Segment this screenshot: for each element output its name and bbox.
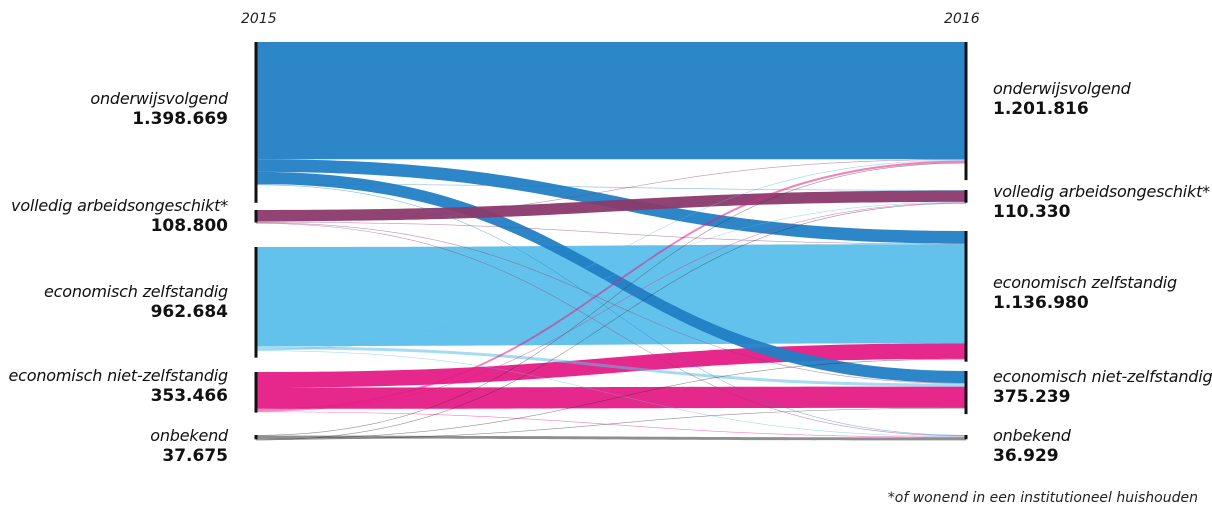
left-label-name: economisch zelfstandig	[44, 282, 228, 301]
left-node-bar	[254, 435, 258, 440]
left-label-value: 353.466	[150, 386, 228, 407]
flow-ribbon	[256, 350, 966, 437]
right-label-value: 1.201.816	[993, 99, 1089, 120]
flow-ribbon	[256, 183, 966, 191]
right-label-name: economisch niet-zelfstandig	[993, 367, 1212, 386]
flow-ribbon	[256, 201, 966, 351]
flow-ribbon	[256, 162, 966, 436]
right-label-name: economisch zelfstandig	[993, 273, 1177, 292]
left-node-bar	[254, 42, 258, 203]
flow-ribbon	[256, 159, 966, 222]
right-node-bar	[964, 435, 968, 440]
year-label-left: 2015	[241, 11, 277, 27]
left-label-onbekend: onbekend 37.675	[150, 426, 228, 467]
right-label-value: 375.239	[993, 387, 1071, 408]
flow-ribbon	[256, 386, 966, 409]
flow-ribbon	[256, 244, 966, 347]
flow-ribbon	[256, 184, 966, 436]
left-label-name: volledig arbeidsongeschikt*	[11, 196, 228, 215]
left-label-name: economisch niet-zelfstandig	[8, 366, 229, 385]
left-label-value: 37.675	[162, 446, 228, 467]
left-label-value: 1.398.669	[132, 109, 228, 130]
right-label-zelfstandig: economisch zelfstandig 1.136.980	[993, 273, 1177, 314]
right-label-name: onbekend	[993, 426, 1071, 445]
left-label-value: 962.684	[150, 302, 228, 323]
right-label-onbekend: onbekend 36.929	[993, 426, 1071, 467]
flow-ribbon	[256, 171, 966, 384]
left-label-name: onderwijsvolgend	[90, 89, 228, 108]
flow-ribbon	[256, 407, 966, 440]
right-label-value: 1.136.980	[993, 293, 1089, 314]
flow-ribbon	[256, 190, 966, 222]
right-label-value: 36.929	[993, 446, 1059, 467]
flow-layer	[256, 42, 966, 441]
year-label-right: 2016	[944, 11, 980, 27]
flow-ribbon	[256, 160, 966, 411]
flow-ribbon	[256, 203, 966, 441]
left-label-value: 108.800	[150, 216, 228, 237]
flow-ribbon	[256, 42, 966, 160]
flow-ribbon	[256, 346, 966, 387]
left-node-bar	[254, 247, 258, 358]
right-label-onderwijsvolgend: onderwijsvolgend 1.201.816	[993, 79, 1131, 120]
right-label-value: 110.330	[993, 202, 1071, 223]
bar-layer	[254, 42, 968, 440]
left-node-bar	[254, 372, 258, 413]
right-node-bar	[964, 231, 968, 362]
right-node-bar	[964, 42, 968, 181]
flow-ribbon	[256, 411, 966, 438]
flow-ribbon	[256, 159, 966, 350]
flow-ribbon	[256, 221, 966, 245]
flow-ribbon	[256, 222, 966, 384]
right-node-bar	[964, 190, 968, 203]
right-node-bar	[964, 371, 968, 415]
flow-ribbon	[256, 202, 966, 412]
left-label-niet-zelfstandig: economisch niet-zelfstandig 353.466	[8, 366, 229, 407]
right-label-niet-zelfstandig: economisch niet-zelfstandig 375.239	[993, 367, 1212, 408]
left-node-bar	[254, 210, 258, 223]
flow-ribbon	[256, 358, 966, 440]
left-label-onderwijsvolgend: onderwijsvolgend 1.398.669	[90, 89, 228, 130]
right-label-name: onderwijsvolgend	[993, 79, 1131, 98]
flow-ribbon	[256, 435, 966, 441]
left-label-name: onbekend	[150, 426, 228, 445]
left-label-arbeidsongeschikt: volledig arbeidsongeschikt* 108.800	[11, 196, 228, 237]
footnote: *of wonend in een institutioneel huishou…	[887, 490, 1198, 506]
left-label-zelfstandig: economisch zelfstandig 962.684	[44, 282, 228, 323]
right-label-name: volledig arbeidsongeschikt*	[993, 182, 1210, 201]
right-label-arbeidsongeschikt: volledig arbeidsongeschikt* 110.330	[993, 182, 1210, 223]
flow-ribbon	[256, 223, 966, 437]
